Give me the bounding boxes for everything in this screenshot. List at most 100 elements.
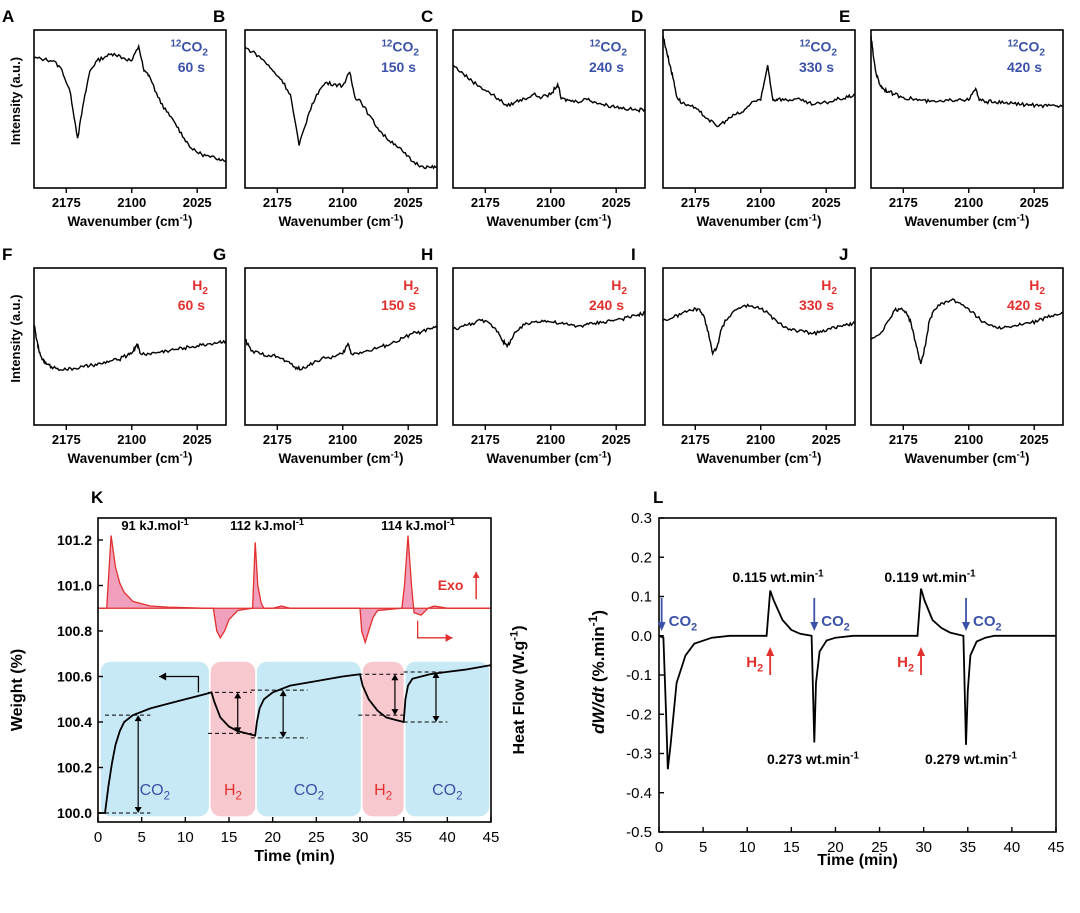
gas-label-part: H (192, 277, 202, 293)
x-tick-label: 2100 (536, 432, 565, 447)
x-tick-label: 2025 (394, 432, 423, 447)
x-tick-label: 20 (827, 839, 844, 856)
co2-arrow-label-part: 2 (691, 622, 697, 634)
arrow-head (159, 672, 167, 681)
gas-label-part: 2 (621, 48, 627, 59)
x-tick-label: 2025 (1020, 432, 1049, 447)
y-axis-label-right-part: Heat Flow (W.g (511, 641, 528, 755)
rate-annotation-part: -1 (1008, 750, 1017, 761)
x-axis-label: Wavenumber (cm-1) (905, 213, 1030, 229)
panel-frame (244, 267, 438, 426)
x-axis-label-part: -1 (809, 213, 817, 224)
panel-letter: L (653, 488, 663, 507)
panel-letter: B (213, 7, 225, 26)
x-tick-label: 2025 (812, 195, 841, 210)
x-axis-label: Wavenumber (cm-1) (279, 213, 404, 229)
derivative-line (658, 588, 1056, 770)
x-tick-label: 2025 (183, 195, 212, 210)
x-tick-label: 30 (352, 829, 369, 846)
panel-frame (33, 267, 227, 426)
gas-label: 12CO2 (381, 38, 419, 58)
peak-label-part: 112 kJ.mol (230, 518, 296, 533)
x-tick-label: 5 (137, 829, 145, 846)
y-tick-label: 101.2 (57, 532, 92, 548)
region-label: H2 (224, 782, 242, 803)
arrow-head (657, 622, 666, 631)
x-tick-label: 2025 (394, 195, 423, 210)
y-tick-label: 0.2 (631, 549, 652, 566)
spectrum-line (662, 35, 855, 128)
arrow-head (917, 647, 926, 656)
panel-letter: A (2, 7, 14, 26)
panel-letter: E (839, 7, 850, 26)
y-tick-label: -0.5 (626, 824, 652, 841)
x-axis-label-part: Wavenumber (cm (697, 451, 809, 466)
x-tick-label: 2100 (328, 432, 357, 447)
y-axis-label-part: -1 (586, 615, 600, 626)
region-band (362, 661, 404, 817)
gas-label-part: H (403, 277, 413, 293)
gas-label: H2 (1029, 277, 1045, 297)
gas-label-part: 2 (413, 48, 419, 59)
x-axis-label-part: Wavenumber (cm (279, 214, 391, 229)
y-axis-label-part: (%.min (589, 626, 608, 686)
x-axis-label-part: ) (188, 214, 193, 229)
x-axis-label-part: -1 (391, 213, 399, 224)
rate-annotation: 0.119 wt.min-1 (884, 568, 976, 585)
co2-arrow-label: CO2 (821, 613, 850, 634)
x-axis-label-part: -1 (180, 450, 188, 461)
panel-frame (33, 29, 227, 189)
y-axis-label: Intensity (a.u.) (8, 294, 23, 382)
x-axis-label: Wavenumber (cm-1) (68, 213, 193, 229)
x-axis-label-part: -1 (599, 213, 607, 224)
y-tick-label: 100.4 (57, 714, 92, 730)
x-axis-label: Wavenumber (cm-1) (697, 213, 822, 229)
weight-axis-indicator (159, 675, 200, 693)
spectrum-line (244, 325, 438, 371)
time-label: 60 s (178, 59, 205, 75)
x-axis-label-part: -1 (1017, 213, 1025, 224)
region-label: CO2 (140, 782, 170, 803)
rate-annotation-part: 0.119 wt.min (884, 569, 966, 585)
y-tick-label: 0.0 (631, 628, 652, 645)
x-axis-label-part: -1 (180, 213, 188, 224)
y-tick-label: 100.8 (57, 623, 92, 639)
panel-letter: J (839, 245, 848, 264)
x-tick-label: 10 (739, 839, 756, 856)
region-label-part: H (374, 782, 386, 799)
x-axis-label-part: Wavenumber (cm (697, 214, 809, 229)
peak-label-part: 91 kJ.mol (121, 518, 180, 533)
x-tick-label: 20 (264, 829, 281, 846)
region-label-part: 2 (164, 791, 170, 803)
weight-line (98, 664, 492, 814)
x-axis-label-part: -1 (1017, 450, 1025, 461)
heat-flow-line (98, 535, 491, 645)
x-tick-label: 2175 (263, 195, 292, 210)
h2-arrow-label-part: 2 (908, 663, 914, 675)
x-tick-label: 25 (308, 829, 325, 846)
x-tick-label: 2175 (263, 432, 292, 447)
x-axis-label: Time (min) (254, 848, 335, 865)
x-tick-label: 2175 (889, 432, 918, 447)
x-tick-label: 2100 (954, 195, 983, 210)
region-label-part: CO (140, 782, 164, 799)
gas-label-part: CO (600, 38, 621, 54)
x-tick-label: 45 (1048, 839, 1065, 856)
x-axis-label-part: Wavenumber (cm (68, 451, 180, 466)
gas-label-part: 12 (170, 38, 181, 49)
spectrum-line (452, 310, 646, 349)
peak-label-part: -1 (447, 517, 455, 527)
panel-letter: H (421, 245, 433, 264)
x-axis-label-part: ) (817, 451, 822, 466)
time-label: 240 s (589, 59, 624, 75)
spectrum-line (244, 47, 438, 170)
rate-annotation-part: 0.273 wt.min (767, 751, 850, 767)
arrow-head (962, 622, 971, 631)
rate-annotation: 0.279 wt.min-1 (925, 750, 1018, 767)
h2-arrow-label-part: H (897, 654, 908, 671)
